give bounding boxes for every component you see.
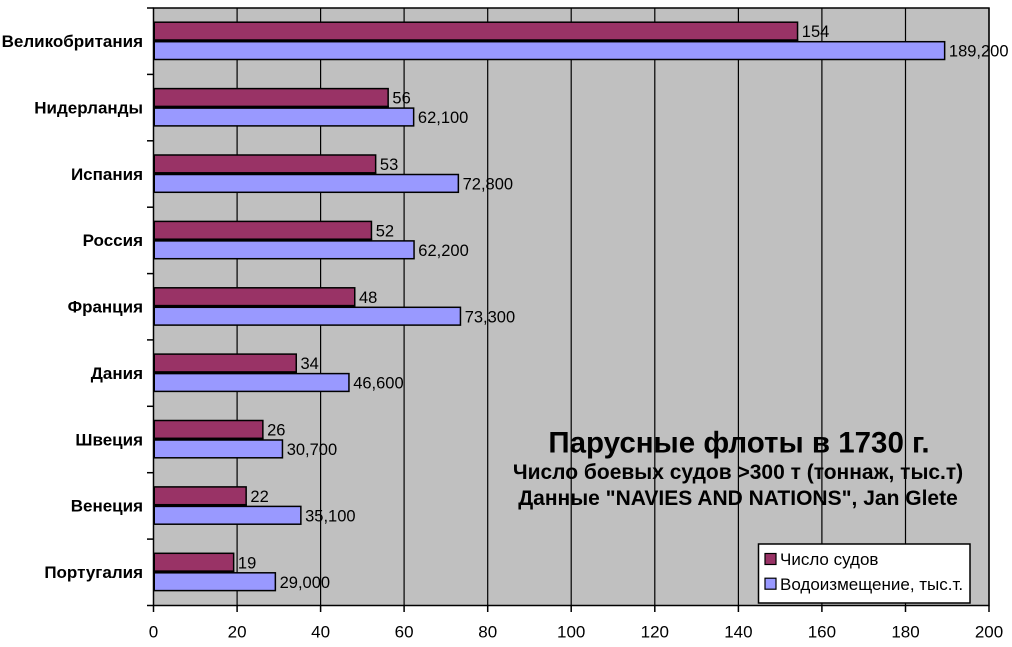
svg-text:Данные "NAVIES AND NATIONS", J: Данные "NAVIES AND NATIONS", Jan Glete [518,487,958,510]
svg-text:34: 34 [301,355,319,373]
svg-text:154: 154 [802,23,830,41]
svg-text:Швеция: Швеция [75,430,143,449]
svg-text:Венеция: Венеция [71,497,143,516]
svg-text:35,100: 35,100 [305,507,355,525]
svg-text:0: 0 [149,623,158,642]
svg-text:52: 52 [376,222,394,240]
svg-text:Число боевых судов >300 т (тон: Число боевых судов >300 т (тоннаж, тыс.т… [513,461,963,484]
svg-text:73,300: 73,300 [465,308,515,326]
svg-text:160: 160 [808,623,836,642]
svg-text:22: 22 [250,488,268,506]
svg-text:48: 48 [359,289,377,307]
svg-text:Россия: Россия [83,231,143,250]
svg-text:200: 200 [975,623,1003,642]
svg-text:53: 53 [380,156,398,174]
svg-text:20: 20 [228,623,247,642]
svg-text:Водоизмещение, тыс.т.: Водоизмещение, тыс.т. [780,575,963,594]
svg-text:56: 56 [392,90,410,108]
svg-text:Франция: Франция [68,298,143,317]
svg-text:Дания: Дания [91,364,143,383]
svg-text:Великобритания: Великобритания [2,32,143,51]
svg-text:29,000: 29,000 [280,574,330,592]
svg-text:40: 40 [311,623,330,642]
svg-text:19: 19 [238,554,256,572]
svg-text:Испания: Испания [71,165,143,184]
svg-text:Число судов: Число судов [780,550,878,569]
svg-text:Португалия: Португалия [44,563,143,582]
svg-text:140: 140 [724,623,752,642]
svg-text:60: 60 [395,623,414,642]
svg-text:72,800: 72,800 [463,176,513,194]
svg-text:100: 100 [557,623,585,642]
svg-text:30,700: 30,700 [287,441,337,459]
svg-text:180: 180 [891,623,919,642]
svg-text:62,200: 62,200 [418,242,468,260]
svg-text:80: 80 [478,623,497,642]
svg-text:Парусные флоты в 1730 г.: Парусные флоты в 1730 г. [548,427,929,460]
svg-text:Нидерланды: Нидерланды [34,98,143,117]
svg-text:120: 120 [641,623,669,642]
svg-text:26: 26 [267,422,285,440]
svg-text:189,200: 189,200 [949,43,1009,61]
svg-text:46,600: 46,600 [353,375,403,393]
svg-text:62,100: 62,100 [418,109,468,127]
